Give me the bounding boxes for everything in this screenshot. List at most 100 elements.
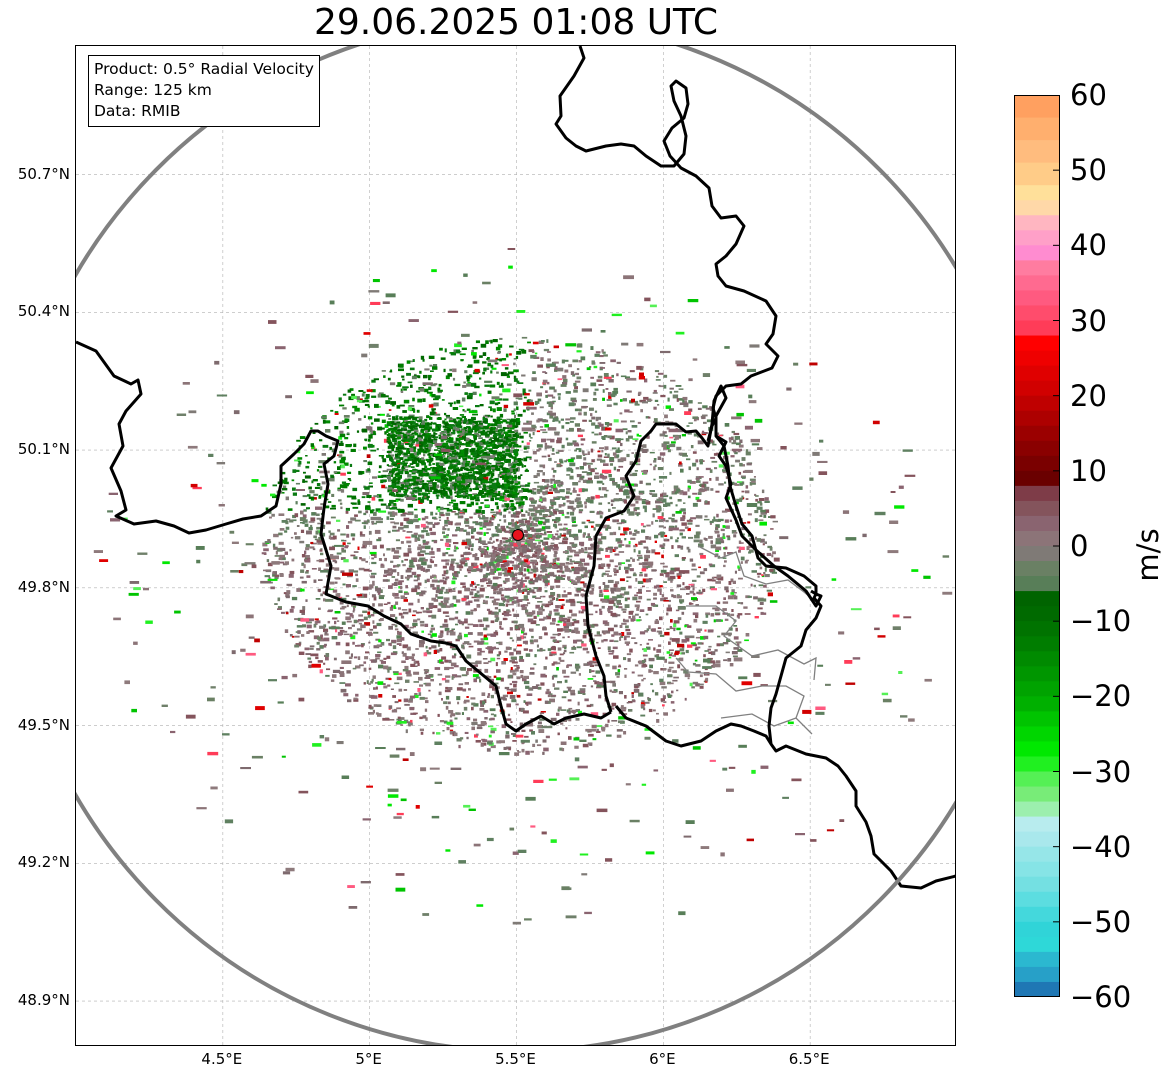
- velocity-echo-cell: [579, 466, 584, 470]
- velocity-echo-cell: [515, 579, 519, 582]
- velocity-echo-cell: [737, 643, 740, 647]
- velocity-echo-cell: [699, 674, 703, 678]
- velocity-echo-cell: [591, 422, 596, 426]
- velocity-echo-cell: [738, 444, 744, 448]
- velocity-echo-cell: [477, 652, 482, 656]
- velocity-echo-cell: [531, 412, 534, 415]
- velocity-echo-cell: [736, 498, 743, 502]
- velocity-echo-cell: [443, 570, 448, 575]
- velocity-echo-cell: [398, 586, 401, 589]
- velocity-echo-cell: [623, 531, 626, 534]
- velocity-echo-cell: [634, 594, 638, 597]
- velocity-echo-cell: [760, 612, 767, 615]
- velocity-echo-cell: [528, 611, 534, 616]
- velocity-echo-cell: [583, 618, 589, 623]
- velocity-echo-cell: [389, 517, 394, 520]
- velocity-echo-cell: [724, 586, 729, 591]
- velocity-echo-cell: [654, 370, 660, 373]
- velocity-echo-cell: [449, 565, 455, 568]
- velocity-echo-cell: [372, 603, 375, 607]
- velocity-echo-cell: [340, 456, 346, 461]
- velocity-echo-cell: [503, 600, 506, 603]
- velocity-echo-cell: [544, 525, 551, 530]
- velocity-echo-cell: [487, 740, 493, 743]
- velocity-echo-cell: [435, 424, 441, 428]
- velocity-echo-cell: [551, 396, 556, 399]
- velocity-echo-cell: [589, 499, 594, 504]
- velocity-echo-cell: [683, 502, 686, 504]
- velocity-echo-cell: [730, 482, 735, 486]
- velocity-echo-cell: [672, 394, 679, 399]
- velocity-echo-cell: [761, 489, 765, 494]
- velocity-echo-cell: [737, 602, 741, 604]
- velocity-echo-cell: [345, 595, 350, 597]
- velocity-echo-cell: [313, 635, 320, 640]
- velocity-echo-cell: [607, 502, 611, 505]
- velocity-echo-cell: [367, 468, 370, 472]
- velocity-echo-cell: [431, 645, 437, 649]
- velocity-echo-cell: [675, 504, 678, 507]
- velocity-echo-cell: [325, 653, 330, 657]
- velocity-echo-cell: [668, 641, 671, 645]
- velocity-echo-cell: [532, 506, 539, 509]
- velocity-echo-cell: [625, 559, 631, 562]
- velocity-echo-cell: [704, 538, 708, 541]
- velocity-echo-cell: [393, 522, 400, 525]
- velocity-echo-cell: [483, 642, 489, 645]
- velocity-echo-cell: [489, 537, 493, 540]
- velocity-echo-cell: [737, 565, 740, 569]
- velocity-echo-cell: [337, 633, 342, 636]
- velocity-echo-cell: [372, 659, 378, 663]
- velocity-echo-cell: [355, 693, 359, 697]
- velocity-echo-cell: [546, 412, 553, 416]
- velocity-echo-cell: [679, 657, 684, 662]
- velocity-echo-cell: [705, 677, 709, 682]
- velocity-echo-cell: [438, 643, 441, 647]
- velocity-echo-cell: [563, 625, 569, 629]
- velocity-echo-cell: [659, 681, 666, 686]
- velocity-echo-cell: [550, 412, 556, 416]
- velocity-echo-cell: [599, 589, 603, 594]
- velocity-echo-cell: [326, 521, 331, 525]
- velocity-echo-cell: [628, 411, 633, 413]
- velocity-echo-cell: [566, 557, 570, 561]
- velocity-echo-cell: [333, 471, 338, 474]
- velocity-echo-cell: [677, 545, 681, 549]
- velocity-echo-cell: [461, 397, 466, 402]
- velocity-echo-cell: [490, 557, 496, 561]
- velocity-echo-cell: [577, 434, 583, 438]
- velocity-echo-cell: [507, 691, 513, 695]
- velocity-echo-cell: [515, 564, 520, 568]
- velocity-echo-cell: [468, 566, 474, 570]
- velocity-echo-cell: [772, 551, 776, 555]
- velocity-echo-cell: [493, 647, 499, 650]
- velocity-echo-cell: [560, 418, 564, 421]
- velocity-echo-cell: [486, 582, 488, 585]
- velocity-echo-cell: [610, 587, 616, 592]
- velocity-echo-cell: [626, 702, 630, 704]
- velocity-echo-cell: [479, 623, 484, 627]
- velocity-echo-cell: [654, 464, 657, 467]
- velocity-echo-cell: [445, 615, 450, 617]
- velocity-echo-cell: [615, 614, 621, 617]
- velocity-echo-cell: [306, 530, 312, 535]
- velocity-echo-cell: [490, 568, 495, 572]
- velocity-echo-cell: [539, 718, 545, 721]
- velocity-echo-cell: [490, 745, 496, 749]
- velocity-echo-cell: [674, 554, 679, 558]
- velocity-echo-cell: [581, 595, 584, 598]
- velocity-echo-cell: [529, 639, 534, 643]
- velocity-echo-cell: [494, 402, 499, 406]
- velocity-echo-cell: [635, 500, 639, 504]
- velocity-echo-cell: [516, 676, 521, 680]
- velocity-echo-cell: [770, 528, 774, 530]
- velocity-echo-cell: [564, 568, 571, 572]
- velocity-echo-cell: [552, 683, 555, 687]
- velocity-echo-cell: [632, 488, 636, 492]
- velocity-echo-cell: [662, 668, 667, 671]
- velocity-echo-cell: [300, 569, 305, 573]
- map-panel[interactable]: [75, 45, 956, 1046]
- velocity-echo-cell: [671, 594, 674, 598]
- velocity-echo-cell: [320, 635, 323, 639]
- velocity-echo-cell: [638, 435, 642, 437]
